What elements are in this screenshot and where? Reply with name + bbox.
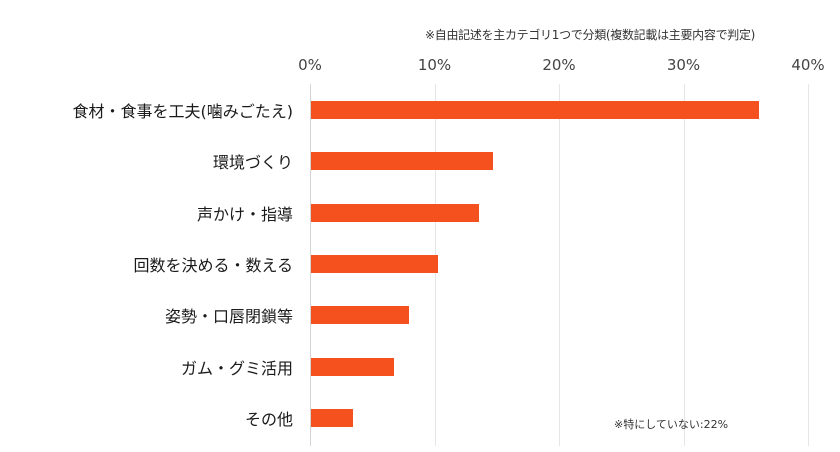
- bar: [311, 203, 480, 222]
- bar: [311, 152, 493, 171]
- bar: [311, 254, 438, 273]
- category-label: 姿勢・口唇閉鎖等: [164, 307, 293, 327]
- x-tick-label: 10%: [417, 56, 452, 74]
- category-label: その他: [244, 409, 293, 429]
- chart-note-top: ※自由記述を主カテゴリ1つで分類(複数記載は主要内容で判定): [425, 28, 756, 42]
- category-label: 回数を決める・数える: [133, 255, 293, 275]
- bar: [311, 408, 354, 427]
- gridline: [684, 84, 685, 446]
- x-tick-label: 20%: [542, 56, 576, 74]
- category-label: 食材・食事を工夫(噛みごたえ): [72, 102, 294, 121]
- category-label: ガム・グミ活用: [180, 358, 293, 378]
- bar: [311, 306, 410, 325]
- x-tick-label: 30%: [666, 56, 701, 74]
- x-tick-label: 40%: [791, 56, 825, 74]
- bar: [311, 357, 395, 376]
- x-tick-label: 0%: [298, 56, 322, 74]
- category-label: 環境づくり: [212, 153, 293, 173]
- gridline: [808, 84, 809, 446]
- gridline: [559, 84, 560, 446]
- y-axis-line: [310, 84, 311, 446]
- chart-note-bottom: ※特にしていない:22%: [614, 418, 729, 431]
- category-label: 声かけ・指導: [196, 204, 293, 224]
- bar: [311, 101, 760, 119]
